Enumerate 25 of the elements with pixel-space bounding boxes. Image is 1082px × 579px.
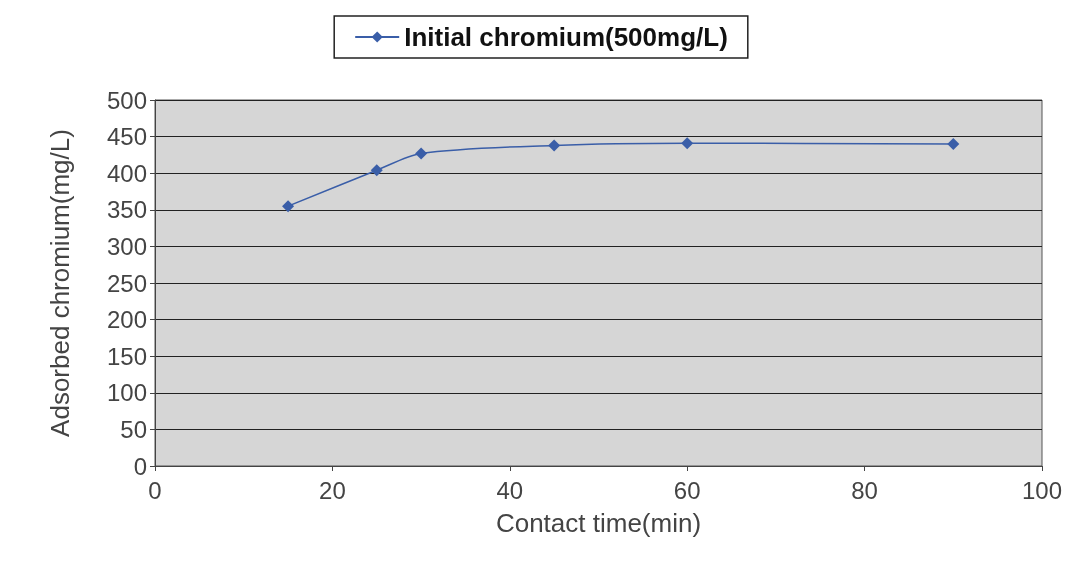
y-tick-label: 500 — [106, 86, 147, 114]
y-tick-label: 450 — [106, 123, 147, 151]
y-tick-label: 50 — [120, 415, 147, 443]
point — [282, 200, 295, 213]
point — [548, 139, 561, 152]
legend-label: Initial chromium(500mg/L) — [404, 22, 728, 52]
point — [370, 164, 383, 177]
x-axis-title: Contact time(min) — [495, 508, 702, 538]
x-tick-label: 40 — [496, 476, 524, 504]
point — [681, 137, 694, 150]
y-tick-label: 0 — [133, 452, 147, 480]
y-tick-label: 150 — [106, 342, 147, 370]
x-tick-label: 100 — [1021, 476, 1063, 504]
y-tick-label: 100 — [106, 379, 147, 407]
y-axis-title: Adsorbed chromium(mg/L) — [45, 129, 75, 437]
point — [415, 147, 428, 160]
y-tick-label: 300 — [106, 232, 147, 260]
y-tick-label: 200 — [106, 306, 147, 334]
y-tick-label: 350 — [106, 196, 147, 224]
x-tick-label: 20 — [319, 476, 346, 504]
y-tick-label: 400 — [106, 159, 147, 187]
point — [947, 137, 960, 150]
x-tick-label: 60 — [673, 476, 701, 504]
x-tick-label: 80 — [851, 476, 878, 504]
y-tick-label: 250 — [106, 269, 147, 297]
